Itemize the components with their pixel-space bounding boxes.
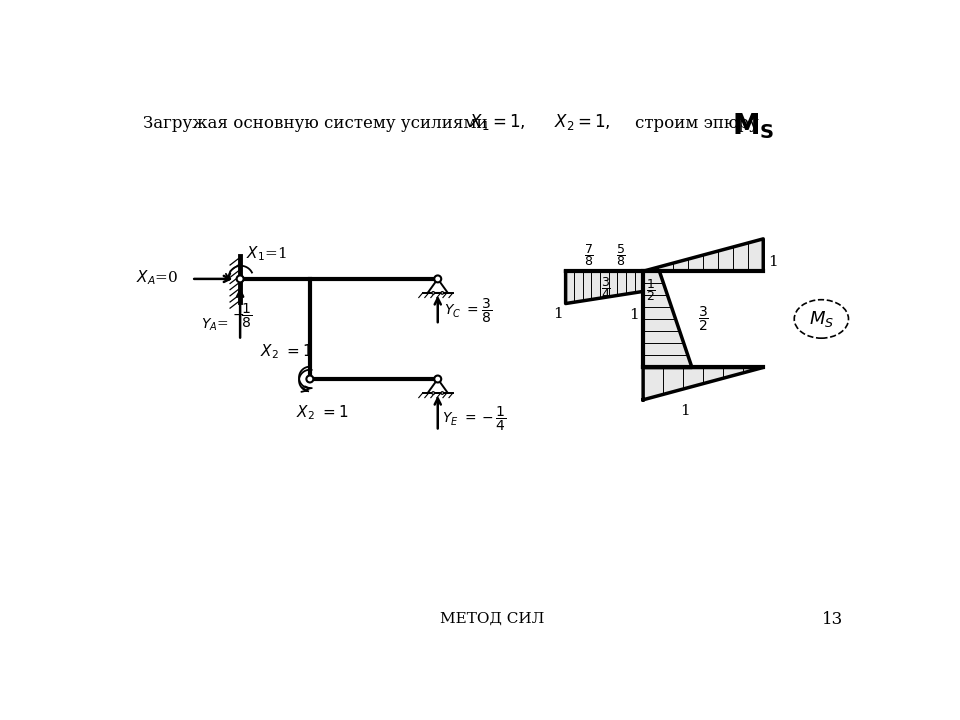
- Polygon shape: [643, 239, 763, 271]
- Text: 1: 1: [629, 308, 638, 323]
- Text: $Y_A$=: $Y_A$=: [202, 317, 229, 333]
- Circle shape: [441, 292, 444, 294]
- Text: $\dfrac{3}{2}$: $\dfrac{3}{2}$: [698, 305, 709, 333]
- Circle shape: [306, 376, 313, 382]
- Text: $\dfrac{7}{8}$: $\dfrac{7}{8}$: [584, 242, 594, 268]
- Text: $\mathbf{M_S}$: $\mathbf{M_S}$: [732, 111, 775, 140]
- Text: МЕТОД СИЛ: МЕТОД СИЛ: [440, 612, 544, 626]
- Circle shape: [434, 276, 442, 282]
- Text: 1: 1: [768, 255, 778, 269]
- Text: 13: 13: [823, 611, 844, 628]
- Text: $X_1 = 1,$: $X_1 = 1,$: [468, 112, 525, 132]
- Circle shape: [434, 376, 442, 382]
- Text: Загружая основную систему усилиями: Загружая основную систему усилиями: [143, 115, 488, 132]
- Text: $Y_C\ =\dfrac{3}{8}$: $Y_C\ =\dfrac{3}{8}$: [444, 297, 492, 325]
- Text: $Y_E\ =-\dfrac{1}{4}$: $Y_E\ =-\dfrac{1}{4}$: [443, 405, 507, 433]
- Polygon shape: [643, 367, 763, 400]
- Text: $-\!\dfrac{1}{8}$: $-\!\dfrac{1}{8}$: [232, 302, 252, 330]
- Text: $\dfrac{5}{8}$: $\dfrac{5}{8}$: [616, 242, 627, 268]
- Text: $\dfrac{1}{2}$: $\dfrac{1}{2}$: [646, 277, 657, 303]
- Circle shape: [432, 292, 435, 294]
- Text: $\dfrac{3}{4}$: $\dfrac{3}{4}$: [601, 275, 611, 301]
- Text: $X_2 = 1,$: $X_2 = 1,$: [554, 112, 611, 132]
- Circle shape: [236, 276, 244, 282]
- Text: $X_2\ =1$: $X_2\ =1$: [296, 404, 348, 423]
- Polygon shape: [565, 271, 643, 304]
- Circle shape: [441, 392, 444, 395]
- Circle shape: [432, 392, 435, 395]
- Text: $X_2\ =1$: $X_2\ =1$: [259, 343, 312, 361]
- Text: $X_A$=0: $X_A$=0: [135, 268, 178, 287]
- Text: строим эпюру: строим эпюру: [636, 115, 759, 132]
- Text: 1: 1: [553, 307, 563, 321]
- Text: $M_S$: $M_S$: [809, 309, 834, 329]
- Text: $X_1$=1: $X_1$=1: [246, 245, 286, 264]
- Text: 1: 1: [681, 405, 690, 418]
- Polygon shape: [643, 271, 692, 367]
